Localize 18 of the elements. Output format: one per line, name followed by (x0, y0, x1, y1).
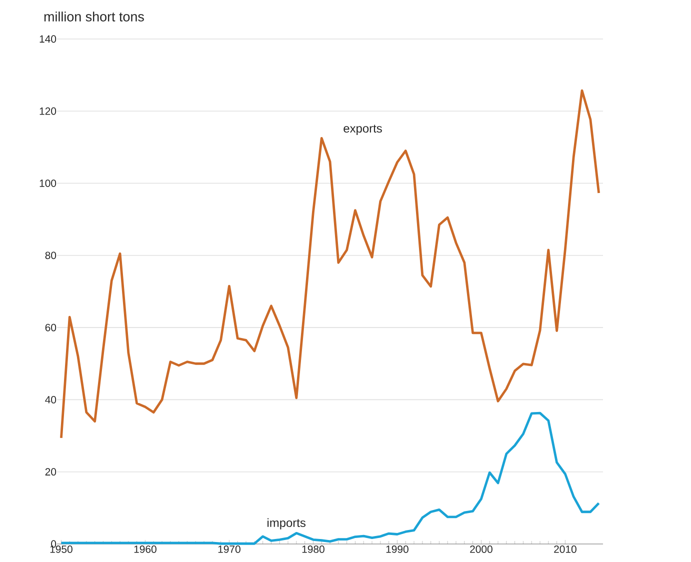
y-tick-label: 40 (45, 396, 56, 404)
y-tick-label: 60 (45, 324, 56, 332)
y-tick-label: 20 (45, 468, 56, 476)
x-tick-label: 2000 (470, 546, 492, 553)
y-tick-label: 100 (40, 180, 56, 187)
x-tick-label: 1990 (386, 546, 408, 553)
x-tick-label: 1960 (134, 546, 156, 553)
series-label: exports (344, 124, 382, 135)
y-tick-label: 80 (45, 252, 56, 260)
x-tick-label: 1980 (302, 546, 324, 553)
y-tick-label: 140 (40, 35, 56, 43)
y-tick-label: 120 (40, 107, 56, 115)
x-tick-label: 1970 (218, 546, 240, 553)
y-axis-title: million short tons (44, 12, 144, 22)
x-tick-label: 2010 (554, 546, 576, 553)
series-label: imports (268, 518, 306, 530)
line-series (60, 89, 600, 440)
x-tick-label: 1950 (50, 546, 72, 553)
